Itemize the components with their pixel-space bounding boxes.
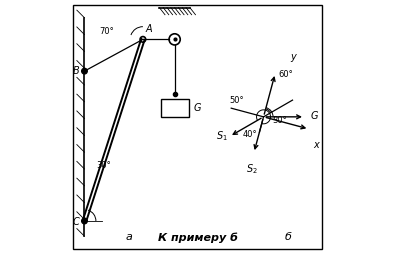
Text: x: x xyxy=(314,140,319,150)
Text: $S_2$: $S_2$ xyxy=(246,162,258,176)
Text: 70°: 70° xyxy=(100,27,115,36)
Text: A: A xyxy=(145,24,152,34)
Text: 30°: 30° xyxy=(96,161,111,170)
Text: G: G xyxy=(310,110,318,121)
Bar xyxy=(161,99,188,117)
Text: а: а xyxy=(126,232,132,243)
Text: y: y xyxy=(290,52,295,62)
Circle shape xyxy=(82,68,87,74)
Text: б: б xyxy=(284,232,291,243)
Circle shape xyxy=(82,218,87,224)
Text: К примеру б: К примеру б xyxy=(158,232,237,243)
Text: 40°: 40° xyxy=(242,130,257,139)
Text: G: G xyxy=(194,103,201,113)
Text: 50°: 50° xyxy=(229,96,244,105)
Text: B: B xyxy=(73,66,79,76)
Text: $S_1$: $S_1$ xyxy=(216,129,228,143)
Text: 60°: 60° xyxy=(278,70,293,80)
Text: C: C xyxy=(72,217,79,227)
Text: 30°: 30° xyxy=(273,116,288,125)
